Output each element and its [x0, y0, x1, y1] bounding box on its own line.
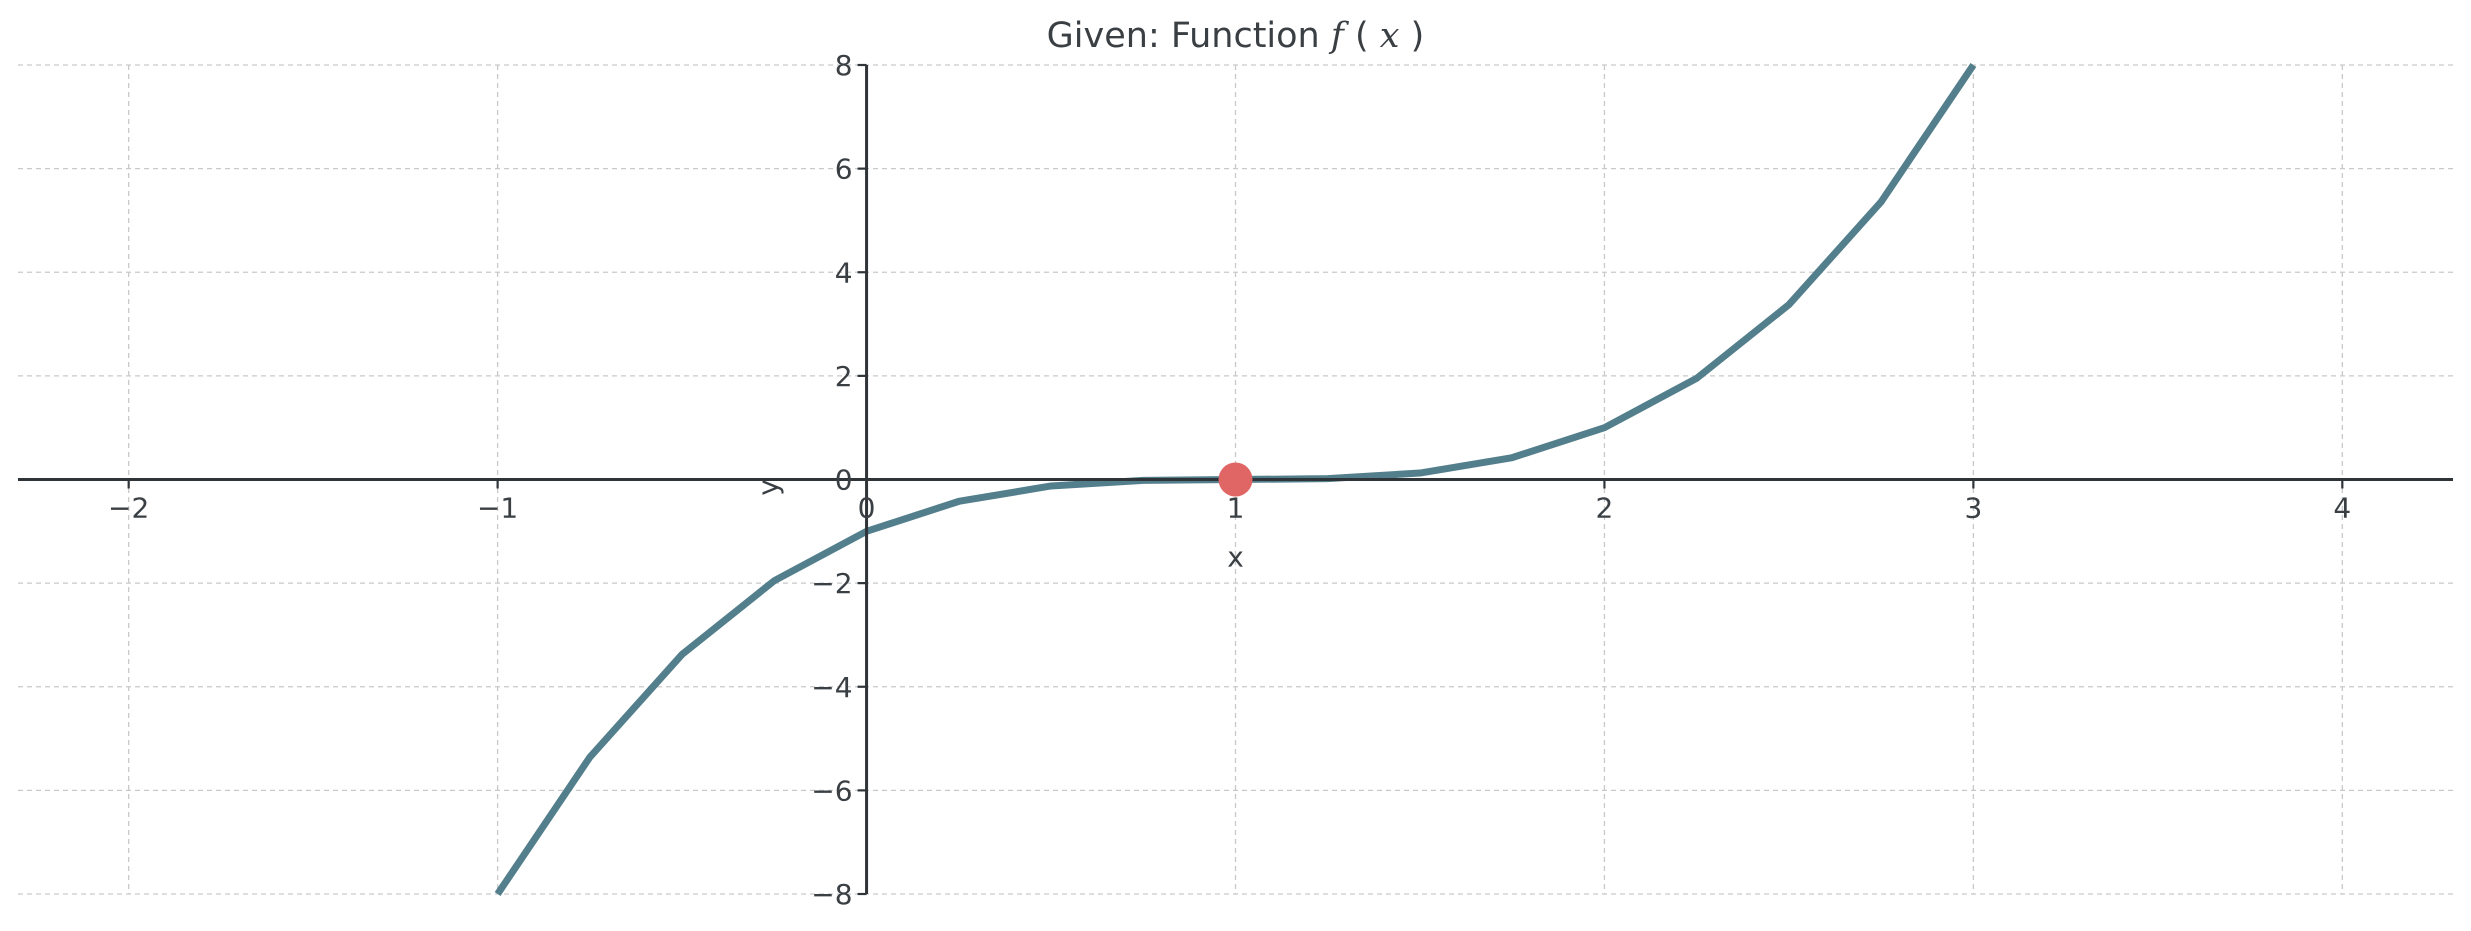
y-axis-tick-label: 0 [835, 464, 853, 497]
tick-labels: −2 −1 0 1 2 3 4 −8 −6 −4 −2 0 2 4 6 8 [108, 49, 2351, 911]
x-axis-tick-label: −2 [108, 492, 149, 525]
y-axis-tick-label: 4 [835, 256, 853, 289]
x-axis-tick-label: 2 [1596, 492, 1614, 525]
title-variable-symbol: x [1380, 16, 1400, 56]
title-close-paren: ) [1411, 16, 1425, 56]
x-axis-tick-label: −1 [477, 492, 518, 525]
chart-title: Given: Function f ( x ) [1047, 16, 1425, 56]
y-axis-tick-label: 2 [835, 360, 853, 393]
x-axis-tick-label: 1 [1227, 492, 1245, 525]
y-axis-tick-label: −2 [811, 567, 852, 600]
x-axis-label: x [1227, 541, 1244, 574]
y-axis-tick-label: −8 [811, 878, 852, 911]
title-open-paren: ( [1355, 16, 1369, 56]
x-axis-tick-label: 0 [858, 492, 876, 525]
y-axis-tick-label: −6 [811, 774, 852, 807]
highlight-points [1218, 462, 1253, 497]
grid-lines [18, 64, 2453, 895]
y-axis-tick-label: 8 [835, 49, 853, 82]
x-axis-tick-label: 4 [2333, 492, 2351, 525]
title-function-symbol: f [1328, 16, 1350, 56]
y-axis-tick-label: −4 [811, 671, 852, 704]
x-axis-tick-label: 3 [1964, 492, 1982, 525]
title-prefix: Given: Function [1047, 16, 1331, 56]
y-axis-tick-label: 6 [835, 153, 853, 186]
highlighted-point [1218, 462, 1253, 497]
y-axis-label: y [752, 479, 785, 496]
